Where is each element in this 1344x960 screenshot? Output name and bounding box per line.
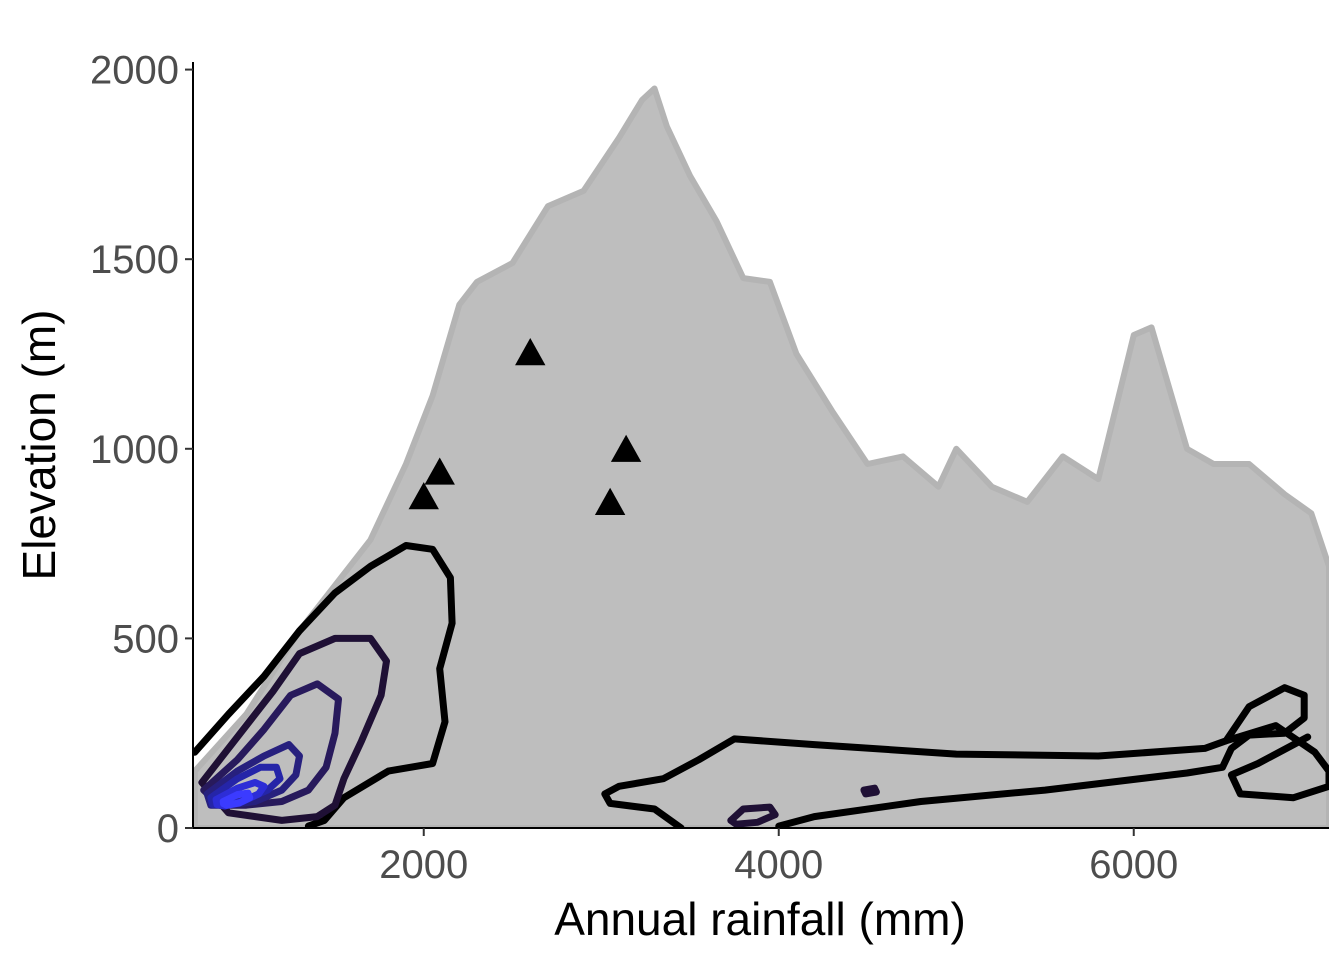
triangle-points	[408, 337, 642, 515]
y-axis-title: Elevation (m)	[13, 310, 65, 581]
density-contour-1	[193, 542, 456, 828]
density-contour-2	[601, 684, 1308, 828]
y-tick-label-2: 500	[112, 617, 179, 661]
x-ticks: 2000 4000 6000	[379, 828, 1178, 887]
triangle-point-2	[424, 457, 455, 485]
y-tick-label-1: 0	[157, 807, 179, 851]
density-contour-3	[1222, 722, 1329, 802]
axes: 2000 4000 6000 0 500 1000 1500 2000	[90, 49, 1329, 887]
density-contour-6	[860, 784, 880, 798]
density-contours	[193, 542, 1329, 828]
x-tick-label-1: 2000	[379, 843, 468, 887]
triangle-point-4	[594, 487, 626, 515]
density-contour-10	[212, 779, 268, 810]
x-axis-title: Annual rainfall (mm)	[554, 893, 966, 945]
y-tick-label-4: 1500	[90, 238, 179, 282]
y-tick-label-3: 1000	[90, 428, 179, 472]
density-contour-11	[219, 789, 254, 809]
density-contour-4	[198, 634, 390, 824]
triangle-point-5	[610, 434, 642, 462]
plot-area	[193, 85, 1329, 828]
triangle-point-3	[515, 337, 546, 366]
density-contour-5	[727, 803, 779, 828]
y-tick-label-5: 2000	[90, 49, 179, 93]
background-points-area	[193, 85, 1329, 828]
x-tick-label-2: 4000	[734, 843, 823, 887]
y-ticks: 0 500 1000 1500 2000	[90, 49, 193, 851]
x-tick-label-3: 6000	[1089, 843, 1178, 887]
triangle-point-1	[408, 482, 439, 510]
